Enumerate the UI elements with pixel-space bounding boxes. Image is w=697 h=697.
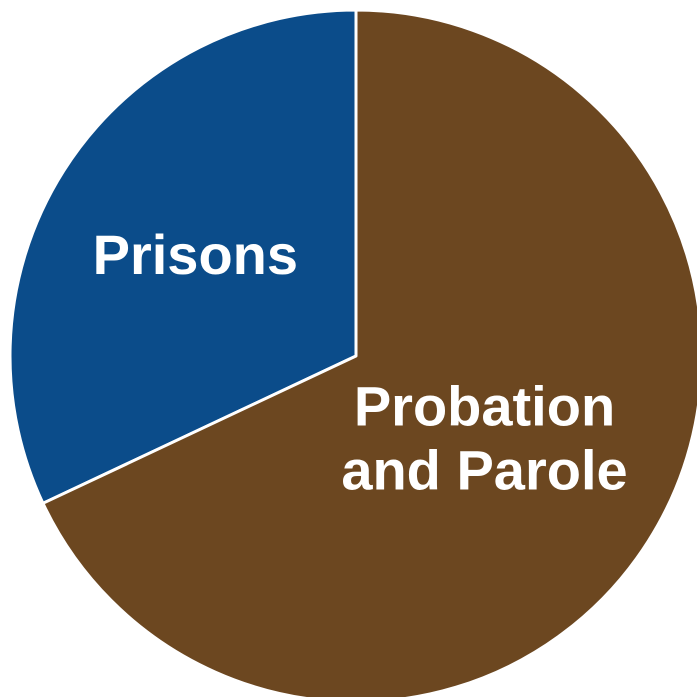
pie-labels: Prisons Probation and Parole xyxy=(93,223,628,502)
slice-label-line: and Parole xyxy=(341,439,627,502)
pie-slice-prisons xyxy=(8,8,358,505)
pie-slices xyxy=(8,8,697,697)
slice-label-line: Probation xyxy=(354,375,615,438)
pie-slice-probation-and-parole xyxy=(41,8,697,697)
slice-label-line: Prisons xyxy=(93,223,298,286)
slice-label-prisons: Prisons xyxy=(93,223,298,286)
slice-label-probation-and-parole: Probation and Parole xyxy=(341,375,627,502)
